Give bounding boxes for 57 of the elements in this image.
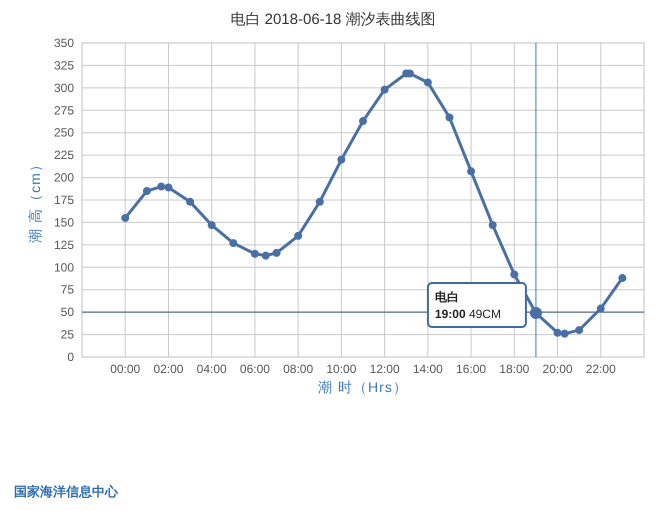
y-tick-label: 175 <box>54 193 74 207</box>
point <box>337 156 346 164</box>
y-tick-label: 150 <box>54 215 74 230</box>
point <box>467 167 476 176</box>
point <box>554 328 562 337</box>
point <box>445 113 454 122</box>
x-tick-label: 14:00 <box>412 362 444 376</box>
y-tick-label: 0 <box>67 350 74 364</box>
y-tick-label: 225 <box>54 148 74 162</box>
point <box>142 187 151 196</box>
y-tick-label: 250 <box>54 126 74 140</box>
point <box>488 221 497 230</box>
y-tick-label: 100 <box>54 260 74 274</box>
x-tick-label: 04:00 <box>196 362 228 376</box>
point <box>294 232 302 240</box>
annotation: 电白 19:00 49CM <box>434 290 501 322</box>
point <box>575 326 584 334</box>
point <box>560 330 569 338</box>
y-tick-label: 125 <box>54 238 74 252</box>
y-tick-label: 300 <box>54 80 74 95</box>
y-axis-title: 潮 高（cm） <box>27 157 43 243</box>
x-tick-label: 02:00 <box>153 362 184 376</box>
point <box>380 86 389 94</box>
point <box>596 304 605 313</box>
x-tick-label: 20:00 <box>542 362 573 376</box>
y-tick-label: 75 <box>60 282 74 297</box>
text: 国家海洋信息中心 <box>14 484 119 499</box>
point <box>510 270 518 278</box>
x-tick-label: 12:00 <box>370 362 400 376</box>
y-tick-label: 350 <box>54 36 74 50</box>
point <box>262 252 270 260</box>
point <box>272 248 281 257</box>
point <box>157 182 166 191</box>
point <box>208 221 216 230</box>
chart-title: 电白 2018-06-18 潮汐表曲线图 <box>230 11 436 28</box>
point <box>186 198 194 206</box>
y-tick-label: 25 <box>60 328 74 342</box>
x-tick-label: 22:00 <box>586 362 616 376</box>
point <box>359 117 367 126</box>
x-tick-label: 08:00 <box>283 362 314 376</box>
y-tick-label: 50 <box>60 305 74 320</box>
x-tick-label: 10:00 <box>326 362 357 376</box>
point <box>250 250 259 258</box>
point <box>618 274 626 282</box>
x-tick-label: 00:00 <box>110 362 141 376</box>
point <box>121 214 130 222</box>
y-tick-label: 200 <box>54 170 74 185</box>
x-tick-label: 16:00 <box>456 362 486 376</box>
point <box>424 78 432 86</box>
x-axis-title: 潮 时（Hrs） <box>318 379 408 395</box>
y-tick-label: 275 <box>54 103 74 118</box>
point <box>316 198 324 206</box>
point <box>229 239 238 248</box>
x-tick-label: 06:00 <box>240 362 270 376</box>
point <box>164 183 172 192</box>
x-tick-label: 18:00 <box>499 362 530 376</box>
y-tick-label: 325 <box>54 58 74 72</box>
